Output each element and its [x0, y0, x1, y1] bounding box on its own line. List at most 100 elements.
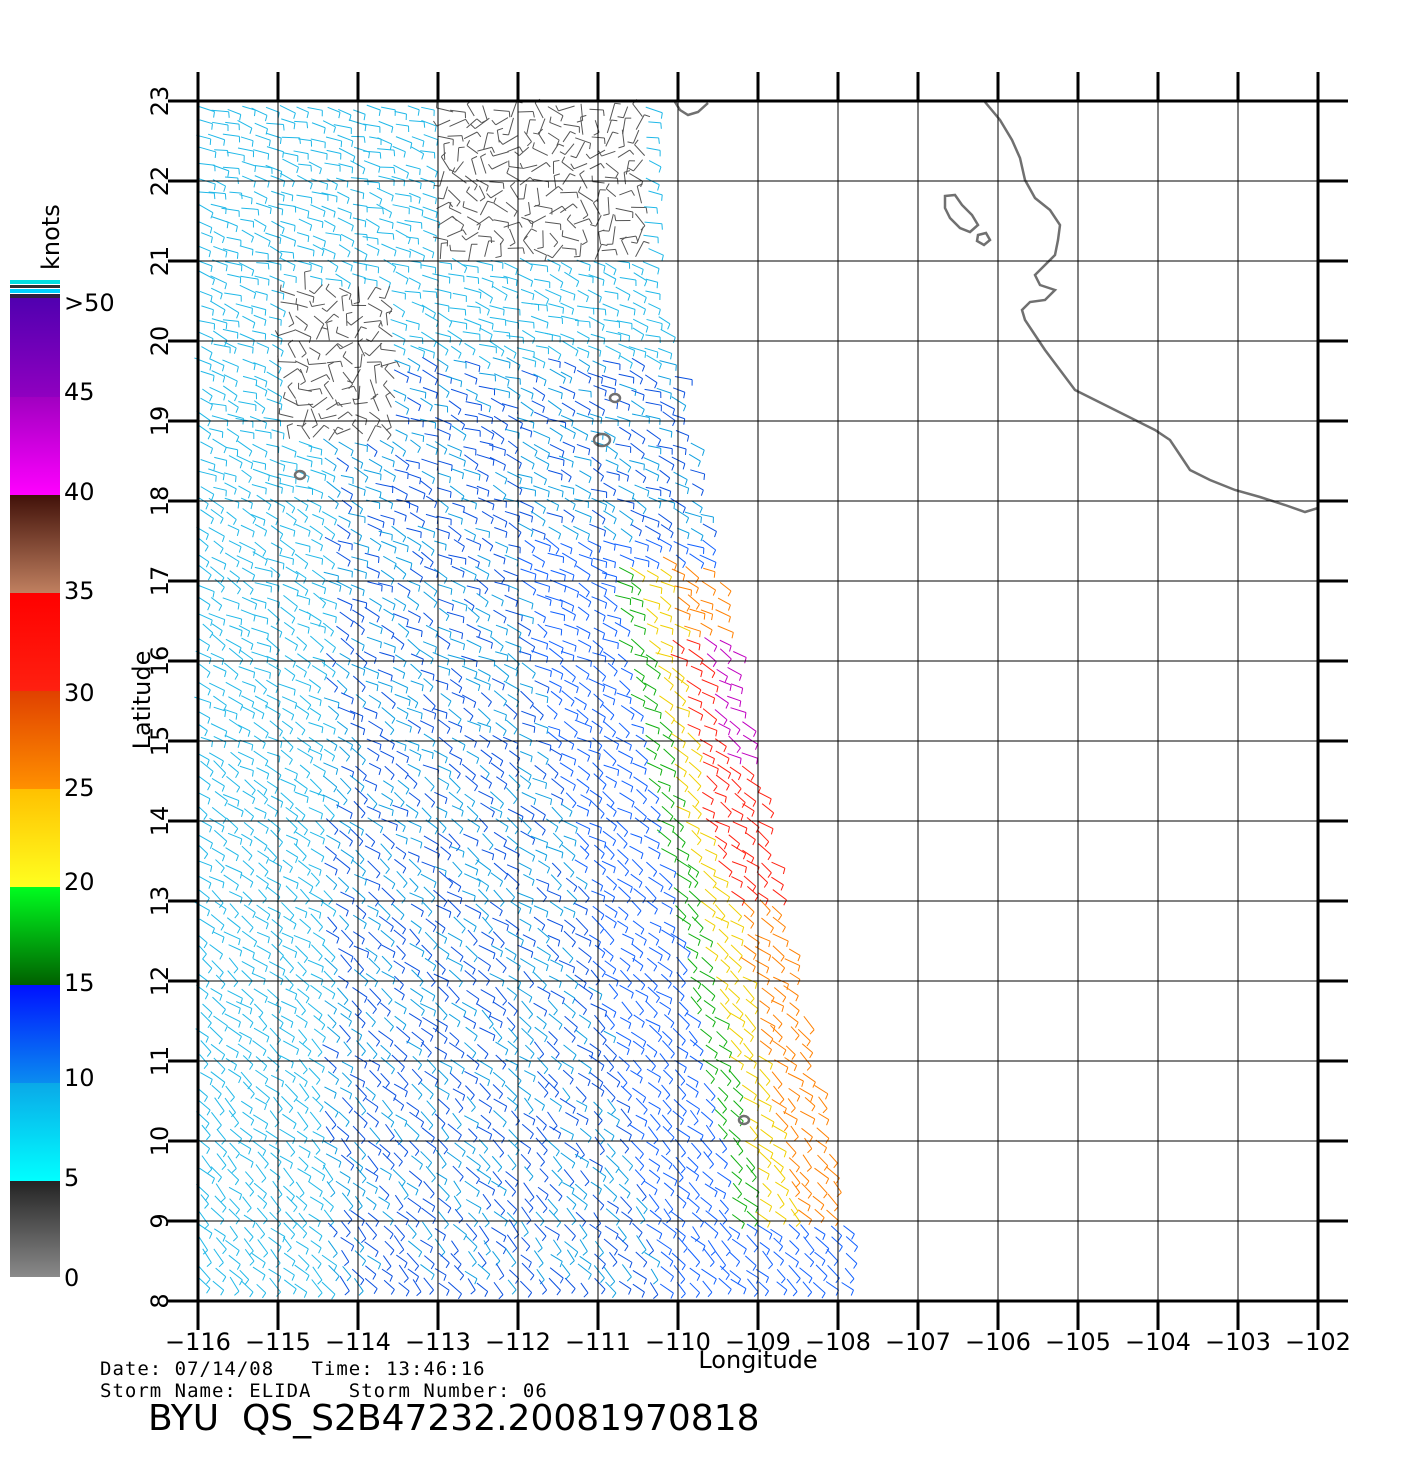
- wind-barb: [479, 441, 494, 445]
- wind-barb-flag: [473, 926, 477, 933]
- wind-barb: [362, 236, 378, 240]
- wind-barb: [481, 511, 494, 519]
- wind-barb-flag: [572, 392, 576, 400]
- wind-barb-flag: [500, 951, 504, 958]
- wind-barb: [475, 527, 490, 533]
- wind-barb: [214, 791, 228, 802]
- wind-barb: [544, 221, 561, 225]
- wind-barb-flag: [210, 265, 213, 272]
- wind-barb: [618, 722, 630, 734]
- wind-barb: [535, 849, 547, 856]
- wind-barb: [357, 286, 361, 303]
- wind-barb: [772, 945, 785, 957]
- wind-barb-flag: [712, 758, 715, 765]
- wind-barb-flag: [624, 914, 629, 921]
- wind-barb: [644, 972, 658, 987]
- wind-barb-flag: [728, 871, 733, 878]
- wind-barb-flag: [279, 955, 284, 961]
- wind-barb: [364, 180, 380, 184]
- wind-barb: [629, 609, 646, 616]
- wind-barb-flag: [421, 659, 424, 666]
- wind-barb: [448, 554, 466, 560]
- wind-barb-flag: [641, 409, 645, 416]
- wind-barb-flag: [600, 1027, 606, 1034]
- wind-barb-flag: [203, 814, 208, 820]
- wind-barb: [690, 469, 705, 475]
- wind-barb: [337, 567, 353, 572]
- wind-barb: [517, 473, 533, 478]
- wind-barb: [440, 693, 452, 702]
- wind-barb: [200, 1012, 212, 1024]
- wind-barb: [254, 523, 267, 532]
- wind-barb: [396, 221, 411, 227]
- wind-barb: [369, 411, 381, 421]
- wind-barb-flag: [518, 462, 522, 469]
- wind-barb: [561, 690, 575, 702]
- wind-barb: [603, 928, 615, 941]
- wind-barb: [578, 389, 592, 392]
- wind-barb: [337, 134, 353, 142]
- wind-barb: [424, 846, 440, 855]
- wind-barb-flag: [584, 845, 590, 851]
- wind-barb: [601, 150, 616, 157]
- wind-barb-flag: [291, 1036, 295, 1043]
- wind-barb: [407, 105, 420, 111]
- wind-barb-flag: [599, 994, 603, 1001]
- wind-barb: [380, 930, 395, 942]
- wind-barb: [452, 216, 464, 226]
- wind-barb: [327, 916, 338, 929]
- wind-barb-flag: [315, 881, 320, 887]
- wind-barb: [307, 217, 324, 223]
- wind-barb: [324, 845, 337, 856]
- wind-barb-flag: [631, 587, 634, 594]
- wind-barb-flag: [310, 264, 312, 271]
- wind-barb: [535, 692, 549, 698]
- wind-barb-flag: [237, 760, 242, 767]
- wind-barb-flag: [726, 881, 729, 888]
- wind-barb: [607, 197, 610, 215]
- wind-barb: [645, 401, 662, 406]
- wind-barb-flag: [623, 843, 628, 849]
- wind-barb: [551, 806, 563, 819]
- wind-barb: [618, 639, 633, 648]
- wind-barb-flag: [585, 591, 590, 598]
- wind-barb-flag: [383, 380, 388, 386]
- wind-barb-flag: [585, 897, 590, 904]
- wind-barb-flag: [348, 1011, 352, 1018]
- wind-barb: [622, 118, 626, 135]
- wind-barb-flag: [346, 197, 350, 204]
- wind-barb-flag: [264, 115, 268, 122]
- wind-barb-flag: [558, 185, 564, 191]
- wind-barb: [506, 817, 519, 830]
- wind-barb: [704, 888, 717, 900]
- wind-barb: [241, 637, 254, 645]
- wind-barb: [663, 748, 676, 760]
- wind-barb: [240, 136, 254, 142]
- wind-barb: [284, 667, 296, 676]
- wind-barb-flag: [553, 241, 559, 248]
- wind-barb: [644, 388, 661, 393]
- wind-barb: [643, 598, 660, 605]
- wind-barb: [377, 903, 391, 916]
- wind-barb: [773, 987, 787, 998]
- wind-barb: [476, 454, 495, 461]
- wind-barb: [601, 1003, 617, 1013]
- wind-barb-flag: [682, 970, 688, 976]
- wind-barb: [299, 888, 310, 900]
- wind-barb-flag: [359, 1034, 363, 1041]
- wind-barb-flag: [248, 450, 253, 457]
- wind-barb-flag: [458, 677, 463, 683]
- wind-barb: [281, 932, 294, 939]
- wind-barb: [594, 609, 606, 617]
- wind-barb: [239, 765, 254, 772]
- wind-barb: [675, 554, 686, 563]
- wind-barb: [228, 696, 243, 706]
- wind-barb: [270, 525, 284, 535]
- wind-barb: [475, 301, 490, 311]
- wind-barb: [350, 188, 364, 194]
- wind-barb-flag: [553, 713, 558, 720]
- wind-barb-flag: [491, 939, 495, 946]
- wind-barb-flag: [389, 800, 394, 807]
- wind-barb: [548, 345, 562, 355]
- wind-barb-flag: [518, 221, 523, 228]
